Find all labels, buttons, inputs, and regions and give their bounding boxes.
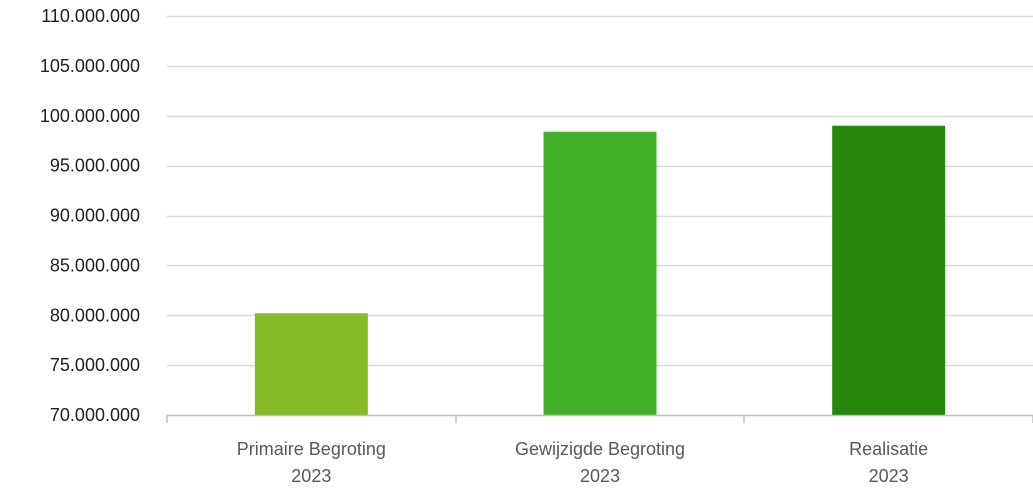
y-tick-label: 75.000.000 — [50, 355, 140, 375]
x-tick-label: 2023 — [580, 466, 620, 486]
y-tick-label: 110.000.000 — [41, 6, 140, 26]
x-tick-label: Gewijzigde Begroting — [515, 439, 685, 459]
y-tick-label: 105.000.000 — [40, 56, 140, 76]
x-tick-label: Realisatie — [849, 439, 928, 459]
x-tick-label: 2023 — [869, 466, 909, 486]
y-tick-label: 80.000.000 — [50, 305, 140, 325]
y-axis-tick-labels: 70.000.000 75.000.000 80.000.000 85.000.000… — [40, 6, 140, 425]
x-axis-tick-labels: Primaire Begroting 2023 Gewijzigde Begroti… — [237, 439, 928, 486]
x-tick-label: Primaire Begroting — [237, 439, 386, 459]
bar — [832, 125, 946, 415]
bar — [254, 313, 368, 415]
y-tick-label: 70.000.000 — [50, 405, 140, 425]
y-tick-label: 90.000.000 — [50, 206, 140, 226]
x-axis — [166, 414, 1033, 423]
bars — [254, 125, 946, 415]
x-tick-label: 2023 — [291, 466, 331, 486]
y-tick-label: 95.000.000 — [50, 156, 140, 176]
bar — [543, 131, 657, 415]
y-tick-label: 85.000.000 — [50, 255, 140, 275]
y-tick-label: 100.000.000 — [40, 106, 140, 126]
